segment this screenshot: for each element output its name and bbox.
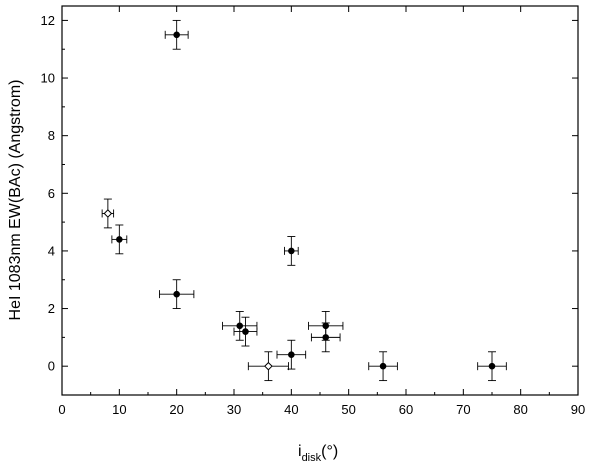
data-point — [276, 339, 307, 370]
x-tick-label: 90 — [571, 402, 585, 417]
filled-marker — [488, 362, 496, 370]
y-tick-label: 6 — [48, 186, 55, 201]
data-point — [164, 19, 189, 50]
filled-marker — [173, 31, 180, 39]
x-axis-title-suffix: (°) — [321, 443, 338, 460]
filled-marker — [242, 328, 249, 335]
data-point — [247, 351, 289, 382]
ticks — [61, 6, 579, 396]
x-axis-title-main: i — [298, 443, 302, 460]
filled-marker — [236, 322, 244, 330]
filled-marker — [288, 351, 295, 358]
y-tick-label: 12 — [41, 13, 55, 28]
tick-labels: 0 10 20 30 40 50 60 70 80 90 0 2 4 6 8 10 12 — [41, 13, 586, 417]
x-tick-label: 20 — [169, 402, 183, 417]
filled-marker — [322, 334, 330, 341]
y-axis-title: HeI 1083nm EW(BAc) (Angstrom) — [7, 80, 24, 321]
data-points — [101, 19, 507, 382]
y-tick-label: 8 — [48, 128, 55, 143]
x-tick-label: 10 — [112, 402, 126, 417]
data-point — [310, 322, 341, 353]
open-marker — [264, 361, 273, 371]
open-marker — [103, 209, 113, 218]
data-point — [233, 316, 258, 347]
y-tick-label: 10 — [41, 71, 55, 86]
data-point — [368, 351, 398, 382]
x-tick-label: 60 — [399, 402, 413, 417]
filled-marker — [379, 362, 387, 370]
x-tick-label: 40 — [284, 402, 298, 417]
x-tick-label: 50 — [341, 402, 355, 417]
y-tick-label: 2 — [48, 301, 55, 316]
filled-marker — [116, 236, 123, 243]
filled-marker — [173, 290, 180, 298]
data-point — [101, 198, 115, 229]
x-tick-label: 0 — [58, 402, 65, 417]
x-tick-label: 30 — [227, 402, 241, 417]
x-axis-title: idisk(°) — [298, 443, 338, 464]
data-point — [477, 351, 507, 382]
data-point — [111, 224, 128, 255]
data-point — [159, 279, 195, 310]
x-tick-label: 70 — [456, 402, 470, 417]
x-axis-title-sub: disk — [302, 452, 322, 464]
data-point — [284, 236, 299, 266]
x-tick-label: 80 — [513, 402, 527, 417]
y-tick-label: 0 — [48, 359, 55, 374]
data-point — [222, 310, 258, 341]
y-tick-label: 4 — [48, 243, 55, 258]
filled-marker — [288, 247, 295, 255]
plot-frame — [61, 5, 579, 396]
